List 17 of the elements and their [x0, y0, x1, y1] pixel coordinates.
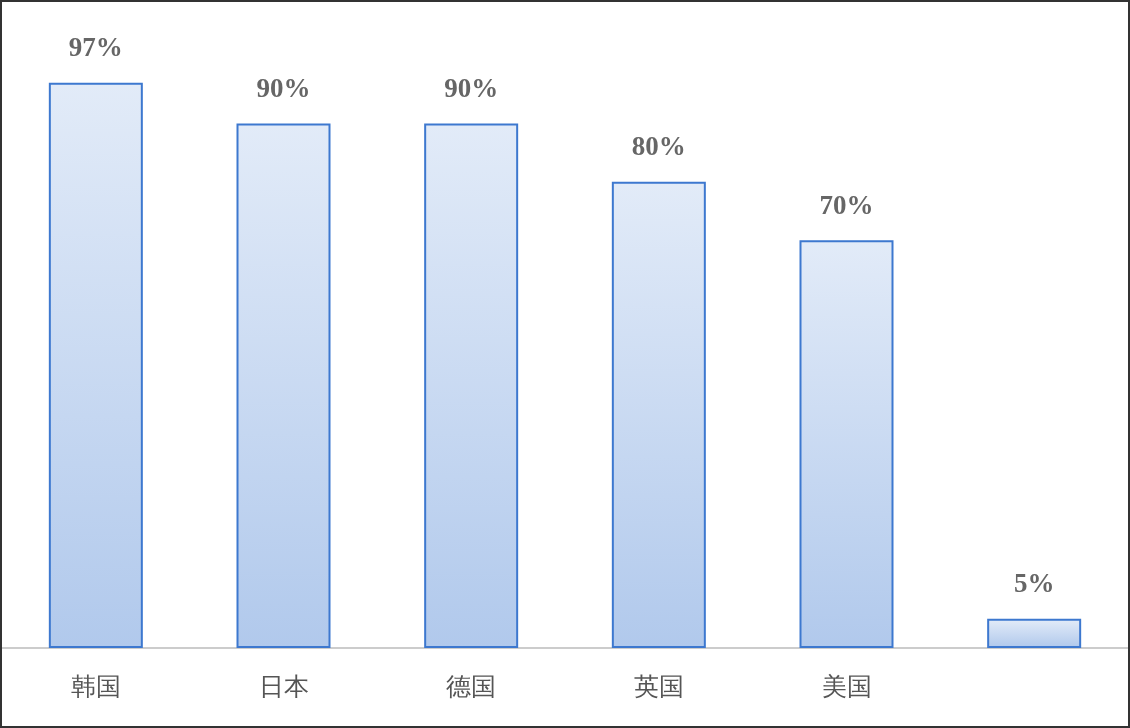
bar — [236, 123, 331, 648]
data-label: 5% — [1013, 568, 1055, 599]
bar — [611, 181, 706, 648]
x-tick-label: 日本 — [258, 672, 309, 701]
x-tick-label: 韩国 — [70, 672, 121, 701]
bar — [987, 618, 1082, 648]
data-label: 80% — [631, 131, 686, 162]
x-tick-label: 德国 — [446, 672, 497, 701]
bar — [48, 82, 143, 648]
data-label: 70% — [819, 189, 874, 220]
x-tick-label: 英国 — [633, 672, 684, 701]
data-label: 90% — [444, 73, 499, 104]
data-label: 90% — [256, 73, 311, 104]
bar — [424, 123, 519, 648]
x-tick-label: 美国 — [821, 672, 872, 701]
data-label: 97% — [68, 32, 123, 63]
bar — [799, 240, 894, 648]
